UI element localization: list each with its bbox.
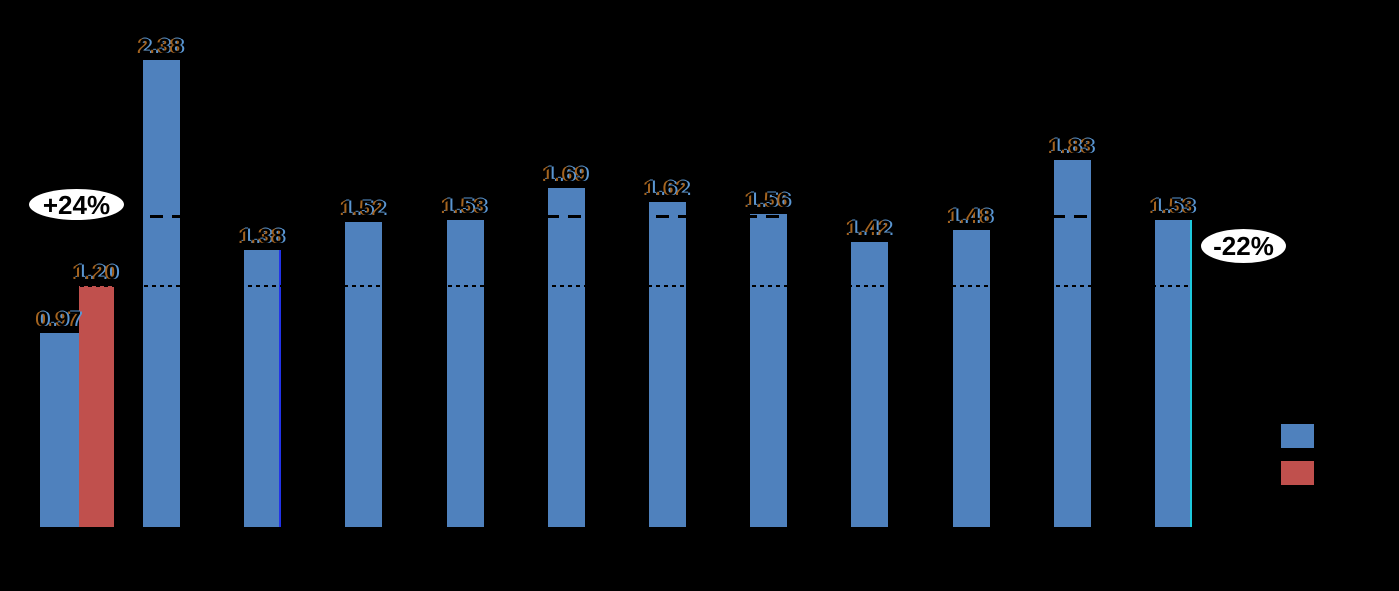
bar-blue-1.38 bbox=[244, 250, 282, 527]
bar-blue-1.42 bbox=[851, 242, 889, 527]
bar-blue-1.52 bbox=[345, 222, 383, 527]
bar-value-label: 1.62 bbox=[645, 177, 690, 201]
bar-blue-1.62 bbox=[649, 202, 686, 527]
bar-value-label: 1.56 bbox=[746, 189, 792, 213]
bar-value-label: 1.83 bbox=[1049, 135, 1095, 159]
bar-value-label: 1.48 bbox=[948, 205, 994, 229]
bar-blue-1.83 bbox=[1053, 160, 1091, 527]
reference-line-dashed bbox=[40, 215, 1196, 218]
bar-value-label: 0.97 bbox=[37, 307, 82, 331]
bar-value-label: 2.38 bbox=[139, 35, 184, 58]
bar-value-label: 1.53 bbox=[442, 195, 488, 219]
bar-blue-1.69 bbox=[547, 188, 585, 527]
bar-blue-2.38 bbox=[143, 60, 180, 527]
annotation-plus-24pct: +24% bbox=[29, 189, 124, 220]
bar-value-label: 1.42 bbox=[847, 217, 893, 241]
bar-value-label: 1.53 bbox=[1151, 195, 1196, 219]
legend-swatch-blue bbox=[1281, 424, 1314, 448]
bar-blue-0.97 bbox=[40, 332, 79, 527]
bar-blue-1.56 bbox=[750, 214, 788, 527]
bar-blue-1.53 bbox=[446, 220, 484, 527]
bar-value-label: 1.20 bbox=[74, 261, 119, 285]
annotation-minus-22pct: -22% bbox=[1201, 229, 1286, 263]
bar-value-label: 1.52 bbox=[341, 197, 387, 221]
bar-value-label: 1.38 bbox=[240, 225, 286, 249]
legend-swatch-red bbox=[1281, 461, 1314, 485]
bar-blue-1.53 bbox=[1155, 220, 1192, 527]
reference-line-dotted bbox=[40, 285, 1196, 287]
bar-value-label: 1.69 bbox=[543, 163, 589, 187]
bar-red-1.20 bbox=[79, 286, 114, 527]
bar-blue-1.48 bbox=[952, 230, 990, 527]
